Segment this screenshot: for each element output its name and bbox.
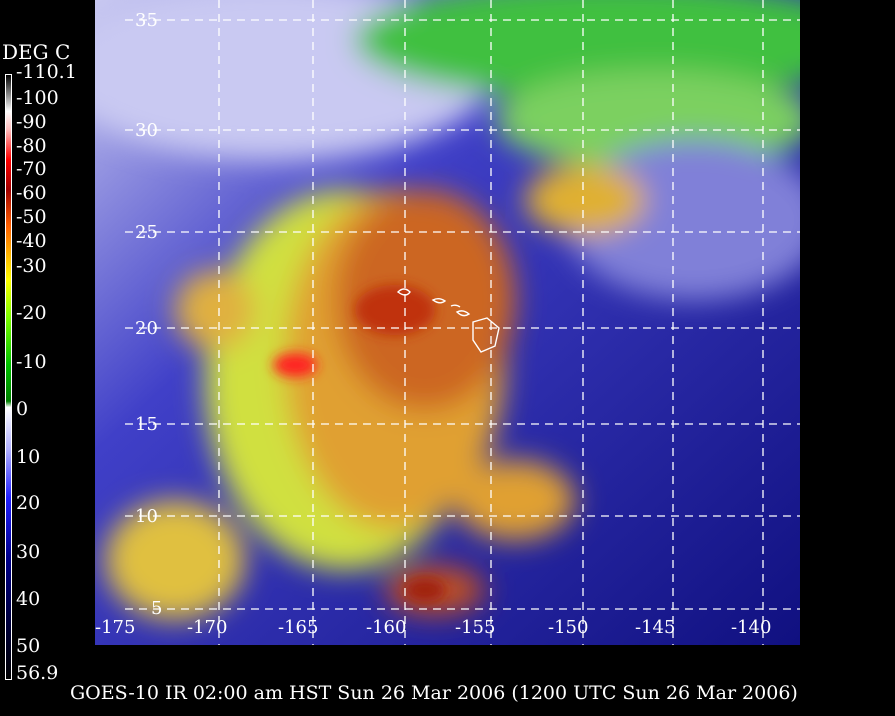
lat-lon-grid [125,0,800,645]
longitude-label: -145 [635,617,675,638]
legend-label: -80 [16,135,47,157]
longitude-label: -150 [548,617,588,638]
longitude-label: -160 [366,617,406,638]
temperature-legend: DEG C -110.1 -100 -90 -80 -70 -60 -50 -4… [0,0,95,690]
latitude-label: 35 [135,10,158,31]
longitude-label: -175 [95,617,135,638]
latitude-label: 15 [135,414,158,435]
legend-label: 40 [16,588,41,610]
legend-label: -70 [16,158,47,180]
image-caption: GOES-10 IR 02:00 am HST Sun 26 Mar 2006 … [70,682,798,704]
legend-label: 0 [16,398,29,420]
legend-label: -50 [16,206,47,228]
latitude-label: 20 [135,318,158,339]
longitude-label: -155 [455,617,495,638]
longitude-label: -140 [731,617,771,638]
legend-label: -40 [16,230,47,252]
legend-label: 10 [16,446,41,468]
cloud-cores [273,285,445,602]
latitude-label: 30 [135,120,158,141]
longitude-label: -165 [278,617,318,638]
legend-label: -60 [16,182,47,204]
legend-label: -100 [16,87,59,109]
latitude-label: 25 [135,222,158,243]
latitude-label: 5 [151,598,162,619]
latitude-label: 10 [135,506,158,527]
hawaii-coastline [396,288,500,353]
legend-title: DEG C [2,40,71,64]
satellite-ir-svg: -175 -170 -165 -160 -155 -150 -145 -140 … [95,0,800,645]
legend-label: 50 [16,635,41,657]
legend-color-bar [5,74,12,680]
satellite-ir-image: -175 -170 -165 -160 -155 -150 -145 -140 … [95,0,800,645]
legend-label: -30 [16,255,47,277]
legend-label: -90 [16,111,47,133]
legend-label: 56.9 [16,662,59,684]
legend-label: -110.1 [16,61,77,83]
legend-label: -10 [16,351,47,373]
legend-label: -20 [16,302,47,324]
longitude-label: -170 [187,617,227,638]
legend-label: 30 [16,541,41,563]
legend-label: 20 [16,492,41,514]
